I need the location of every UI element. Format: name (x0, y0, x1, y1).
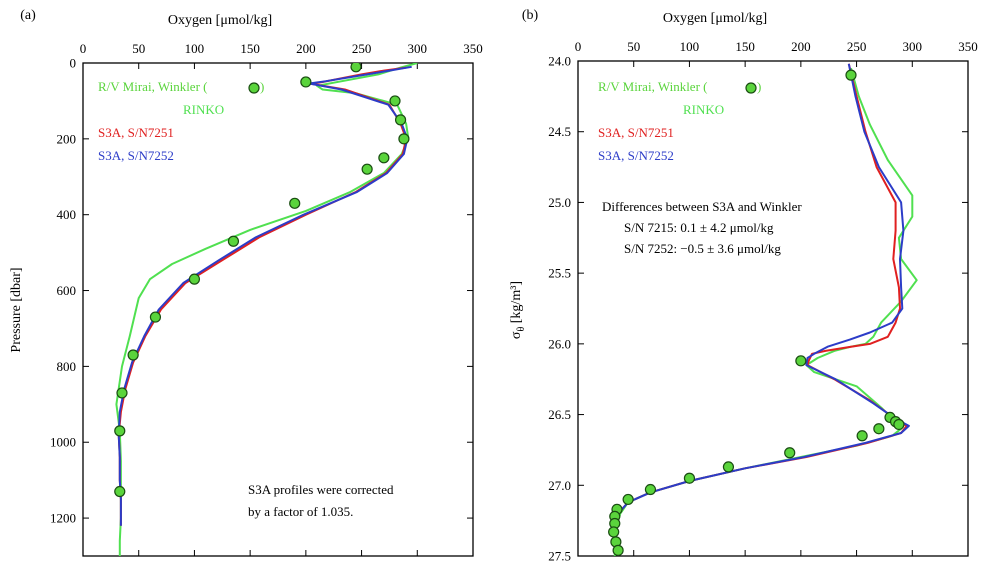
y-tick-label: 25.0 (548, 195, 571, 210)
x-tick-label: 350 (463, 41, 483, 56)
legend-label: S3A, S/N7251 (598, 125, 674, 140)
legend-label-winkler: R/V Mirai, Winkler ( (598, 79, 707, 94)
x-tick-label: 0 (80, 41, 87, 56)
x-tick-label: 100 (185, 41, 205, 56)
plot-frame (82, 62, 474, 557)
y-tick-label: 24.0 (548, 54, 571, 69)
series-line-s3a-s-n7252 (117, 65, 412, 526)
legend-label: RINKO (683, 102, 724, 117)
y-axis-title-unit: [kg/m³] (509, 281, 524, 327)
series-line-s3a-s-n7252 (613, 63, 910, 528)
x-tick-label: 100 (680, 39, 700, 54)
y-tick-label: 600 (57, 283, 77, 298)
annotation: Differences between S3A and Winkler S/N 7… (602, 199, 802, 256)
x-tick-label: 50 (132, 41, 145, 56)
data-point (722, 461, 735, 473)
data-point (350, 63, 362, 73)
annotation: S3A profiles were corrected by a factor o… (248, 482, 394, 519)
panel-label: (a) (20, 8, 36, 23)
data-point (378, 152, 390, 164)
x-tick-label: 150 (240, 41, 260, 56)
x-tick-label: 300 (408, 41, 428, 56)
data-point (149, 311, 162, 323)
data-point (289, 197, 301, 209)
data-point (127, 349, 139, 361)
legend-marker (248, 82, 260, 94)
y-tick-label: 25.5 (548, 266, 571, 281)
annotation-line: S3A profiles were corrected (248, 482, 394, 497)
data-point (114, 425, 126, 437)
legend-label: S3A, S/N7251 (98, 125, 174, 140)
data-point (856, 430, 868, 442)
y-tick-label: 1200 (50, 511, 76, 526)
x-tick-label: 0 (575, 39, 582, 54)
y-tick-label: 27.0 (548, 478, 571, 493)
y-tick-label: 400 (57, 207, 77, 222)
y-axis-title-main: σ (509, 331, 524, 339)
data-layer (608, 63, 918, 556)
x-tick-label: 50 (627, 39, 640, 54)
data-point (784, 447, 796, 459)
data-point (622, 493, 634, 506)
series-line-rinko (115, 63, 418, 556)
y-tick-label: 27.5 (548, 549, 571, 564)
data-point (394, 114, 407, 126)
series-line-rinko (613, 67, 918, 556)
annotation-line: Differences between S3A and Winkler (602, 199, 802, 214)
plot-frame (577, 60, 969, 557)
y-tick-label: 24.5 (548, 124, 571, 139)
legend-marker (745, 82, 757, 94)
x-axis-title: Oxygen [μmol/kg] (168, 13, 272, 28)
data-point (116, 387, 128, 399)
data-point (608, 526, 620, 538)
data-point (683, 472, 696, 484)
data-point (644, 483, 657, 496)
x-tick-label: 350 (958, 39, 978, 54)
y-tick-label: 0 (70, 56, 77, 71)
legend: R/V Mirai, Winkler () RINKO S3A, S/N7251 S3… (98, 79, 264, 163)
data-point (361, 163, 373, 175)
panel-b: (b) 0 50 100 150 200 250 300 350 24.0 24.5 25.0 25.5… (509, 8, 978, 564)
data-point (612, 544, 624, 556)
x-tick-label: 300 (903, 39, 923, 54)
annotation-line: S/N 7252: −0.5 ± 3.6 μmol/kg (624, 241, 781, 256)
data-point (389, 95, 401, 107)
annotation-line: S/N 7215: 0.1 ± 4.2 μmol/kg (624, 220, 774, 235)
y-tick-label: 1000 (50, 435, 76, 450)
legend-label: S3A, S/N7252 (598, 148, 674, 163)
x-axis-title: Oxygen [μmol/kg] (663, 11, 767, 26)
legend-label-close: ) (260, 79, 264, 94)
x-tick-label: 150 (735, 39, 755, 54)
data-point (227, 235, 240, 247)
legend-label: S3A, S/N7252 (98, 148, 174, 163)
y-axis-title-sub: θ (516, 327, 527, 332)
data-layer (114, 63, 418, 556)
panel-label: (b) (522, 8, 539, 23)
data-point (795, 355, 807, 367)
data-point (114, 485, 126, 498)
legend: R/V Mirai, Winkler () RINKO S3A, S/N7251 S3… (598, 79, 761, 163)
legend-label-close: ) (757, 79, 761, 94)
y-axis-title: Pressure [dbar] (9, 267, 24, 352)
x-tick-label: 200 (791, 39, 811, 54)
y-tick-label: 200 (57, 131, 77, 146)
data-point (845, 69, 857, 81)
x-tick-label: 250 (847, 39, 867, 54)
x-tick-label: 200 (296, 41, 316, 56)
data-point (398, 133, 410, 145)
y-tick-label: 800 (57, 359, 77, 374)
data-point (873, 423, 885, 435)
x-tick-label: 250 (352, 41, 372, 56)
y-axis-title: σθ [kg/m³] (509, 281, 527, 339)
data-point (188, 273, 201, 285)
legend-label-winkler: R/V Mirai, Winkler ( (98, 79, 207, 94)
y-tick-label: 26.0 (548, 336, 571, 351)
data-point (300, 76, 312, 88)
legend-label: RINKO (183, 102, 224, 117)
y-tick-label: 26.5 (548, 407, 571, 422)
panel-a: (a) 0 50 100 150 200 250 300 350 0 200 400 600 800 100… (9, 8, 483, 557)
annotation-line: by a factor of 1.035. (248, 504, 353, 519)
data-point (893, 418, 905, 431)
